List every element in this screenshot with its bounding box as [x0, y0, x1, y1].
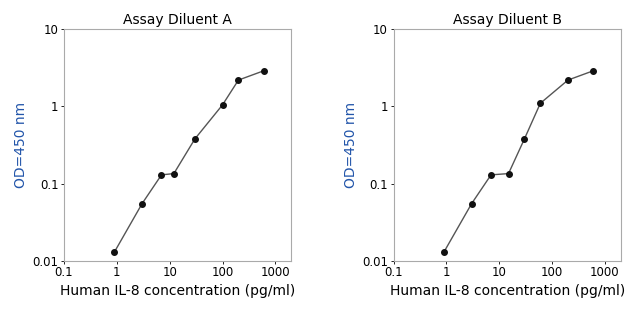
Y-axis label: OD=450 nm: OD=450 nm	[14, 102, 28, 188]
X-axis label: Human IL-8 concentration (pg/ml): Human IL-8 concentration (pg/ml)	[60, 284, 295, 298]
X-axis label: Human IL-8 concentration (pg/ml): Human IL-8 concentration (pg/ml)	[390, 284, 625, 298]
Title: Assay Diluent A: Assay Diluent A	[123, 13, 232, 27]
Title: Assay Diluent B: Assay Diluent B	[452, 13, 562, 27]
Y-axis label: OD=450 nm: OD=450 nm	[344, 102, 358, 188]
